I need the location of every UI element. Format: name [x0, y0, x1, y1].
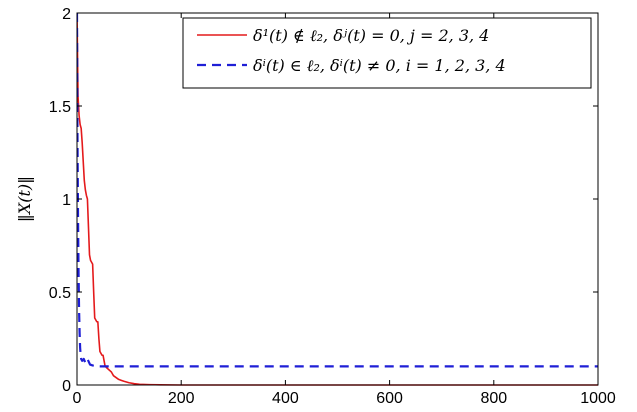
legend-box [182, 17, 592, 89]
x-tick-label: 400 [272, 390, 299, 407]
y-tick-label: 1.5 [49, 99, 71, 116]
y-tick-label: 0.5 [49, 285, 71, 302]
series-line-1 [77, 12, 598, 386]
y-axis-label: ‖X(t)‖ [15, 176, 34, 222]
y-tick-label: 0 [62, 378, 71, 395]
x-tick-label: 600 [376, 390, 403, 407]
x-tick-label: 200 [168, 390, 195, 407]
legend-label-1: δ¹(t) ∉ ℓ₂, δʲ(t) = 0, j = 2, 3, 4 [253, 26, 489, 45]
y-tick-label: 1 [62, 192, 71, 209]
x-tick-label: 1000 [580, 390, 616, 407]
x-tick-label: 800 [480, 390, 507, 407]
tick-labels-group: 0 200 400 600 800 1000 0 0.5 1 1.5 2 [49, 6, 616, 407]
x-tick-label: 0 [73, 390, 82, 407]
series-line-2 [77, 12, 598, 368]
legend-label-2: δⁱ(t) ∈ ℓ₂, δⁱ(t) ≠ 0, i = 1, 2, 3, 4 [253, 56, 506, 75]
y-tick-label: 2 [62, 6, 71, 23]
plot-series-group [77, 12, 598, 386]
legend: δ¹(t) ∉ ℓ₂, δʲ(t) = 0, j = 2, 3, 4 δⁱ(t) … [182, 17, 592, 89]
axis-ticks-group [76, 12, 599, 386]
